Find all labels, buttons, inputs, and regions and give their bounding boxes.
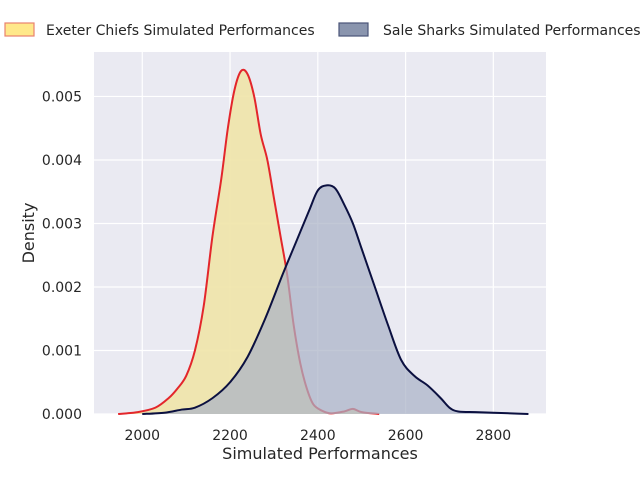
legend-label-exeter: Exeter Chiefs Simulated Performances bbox=[46, 23, 315, 39]
density-area-sale bbox=[142, 185, 529, 414]
legend-label-sale: Sale Sharks Simulated Performances bbox=[383, 23, 640, 39]
y-axis-label: Density bbox=[19, 203, 38, 264]
x-tick-label: 2000 bbox=[124, 428, 160, 444]
legend: Exeter Chiefs Simulated Performances Sal… bbox=[4, 22, 640, 39]
y-tick-label: 0.002 bbox=[42, 280, 82, 296]
legend-swatch-sale bbox=[338, 22, 369, 37]
density-line-sale bbox=[142, 184, 529, 415]
x-tick-label: 2800 bbox=[476, 428, 512, 444]
x-tick-label: 2400 bbox=[300, 428, 336, 444]
y-tick-label: 0.003 bbox=[42, 216, 82, 232]
series-layer bbox=[118, 68, 529, 415]
y-tick-label: 0.004 bbox=[42, 153, 82, 169]
y-tick-label: 0.005 bbox=[42, 89, 82, 105]
x-tick-label: 2600 bbox=[388, 428, 424, 444]
density-area-exeter bbox=[118, 69, 380, 414]
legend-swatch-exeter bbox=[4, 22, 35, 37]
y-tick-label: 0.001 bbox=[42, 343, 82, 359]
tick-labels: 2000 2200 2400 2600 2800 0.000 0.001 0.002 0.003… bbox=[42, 89, 511, 444]
x-axis-label: Simulated Performances bbox=[222, 444, 418, 463]
x-tick-label: 2200 bbox=[212, 428, 248, 444]
y-tick-label: 0.000 bbox=[42, 407, 82, 423]
